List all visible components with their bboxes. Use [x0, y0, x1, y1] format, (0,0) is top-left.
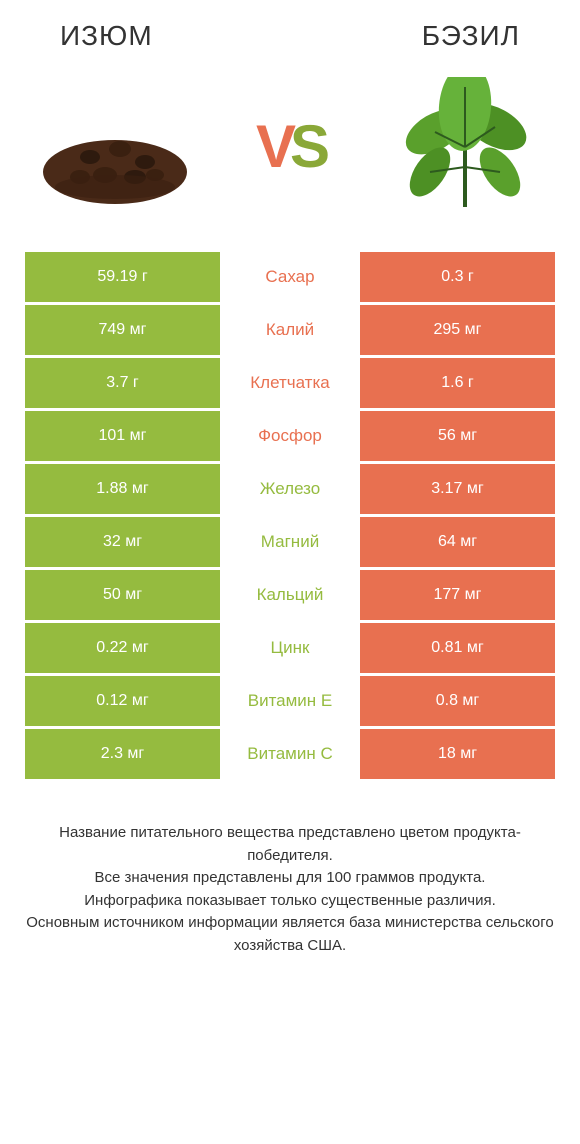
- value-right: 0.81 мг: [360, 623, 555, 673]
- nutrient-label: Кальций: [220, 570, 360, 620]
- raisins-image: [30, 77, 200, 217]
- value-right: 0.8 мг: [360, 676, 555, 726]
- footnote: Название питательного вещества представл…: [0, 782, 580, 957]
- value-left: 101 мг: [25, 411, 220, 461]
- nutrient-label: Магний: [220, 517, 360, 567]
- nutrient-label: Витамин C: [220, 729, 360, 779]
- vs-label: VS: [256, 117, 324, 177]
- value-left: 749 мг: [25, 305, 220, 355]
- comparison-table: 59.19 гСахар0.3 г749 мгКалий295 мг3.7 гК…: [0, 252, 580, 779]
- value-right: 0.3 г: [360, 252, 555, 302]
- nutrient-label: Витамин E: [220, 676, 360, 726]
- table-row: 0.22 мгЦинк0.81 мг: [25, 623, 555, 673]
- title-left: ИЗЮМ: [60, 20, 153, 52]
- value-right: 295 мг: [360, 305, 555, 355]
- value-left: 1.88 мг: [25, 464, 220, 514]
- value-right: 3.17 мг: [360, 464, 555, 514]
- table-row: 0.12 мгВитамин E0.8 мг: [25, 676, 555, 726]
- table-row: 50 мгКальций177 мг: [25, 570, 555, 620]
- value-left: 50 мг: [25, 570, 220, 620]
- value-left: 0.22 мг: [25, 623, 220, 673]
- value-left: 2.3 мг: [25, 729, 220, 779]
- table-row: 2.3 мгВитамин C18 мг: [25, 729, 555, 779]
- table-row: 1.88 мгЖелезо3.17 мг: [25, 464, 555, 514]
- nutrient-label: Цинк: [220, 623, 360, 673]
- value-left: 0.12 мг: [25, 676, 220, 726]
- nutrient-label: Сахар: [220, 252, 360, 302]
- table-row: 101 мгФосфор56 мг: [25, 411, 555, 461]
- nutrient-label: Железо: [220, 464, 360, 514]
- value-left: 32 мг: [25, 517, 220, 567]
- footnote-text: Название питательного вещества представл…: [26, 824, 553, 954]
- value-left: 3.7 г: [25, 358, 220, 408]
- header: ИЗЮМ БЭЗИЛ: [0, 0, 580, 62]
- table-row: 749 мгКалий295 мг: [25, 305, 555, 355]
- hero-row: VS: [0, 62, 580, 252]
- value-right: 1.6 г: [360, 358, 555, 408]
- vs-v: V: [256, 113, 290, 180]
- value-right: 56 мг: [360, 411, 555, 461]
- value-right: 18 мг: [360, 729, 555, 779]
- value-left: 59.19 г: [25, 252, 220, 302]
- vs-s: S: [290, 113, 324, 180]
- table-row: 32 мгМагний64 мг: [25, 517, 555, 567]
- nutrient-label: Фосфор: [220, 411, 360, 461]
- basil-image: [380, 77, 550, 217]
- value-right: 177 мг: [360, 570, 555, 620]
- value-right: 64 мг: [360, 517, 555, 567]
- table-row: 59.19 гСахар0.3 г: [25, 252, 555, 302]
- title-right: БЭЗИЛ: [422, 20, 520, 52]
- nutrient-label: Калий: [220, 305, 360, 355]
- table-row: 3.7 гКлетчатка1.6 г: [25, 358, 555, 408]
- nutrient-label: Клетчатка: [220, 358, 360, 408]
